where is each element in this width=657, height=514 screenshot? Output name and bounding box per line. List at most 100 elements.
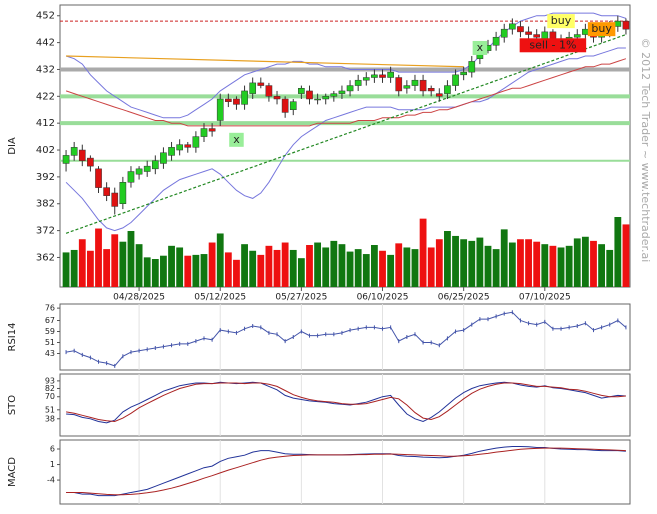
candle-body (192, 136, 200, 148)
candle-body (281, 98, 289, 113)
candle-body (435, 93, 443, 97)
volume-bar (492, 249, 500, 287)
candle-body (419, 79, 427, 92)
candle-body (411, 79, 419, 86)
y-tick-label: 392 (36, 172, 55, 183)
volume-bar (306, 245, 313, 287)
candle-body (249, 82, 257, 94)
y-tick-label: 93 (45, 376, 55, 385)
volume-bar (160, 255, 167, 287)
volume-bar (176, 247, 184, 287)
candle-body (379, 74, 386, 78)
x-tick-label: 06/10/2025 (357, 293, 409, 303)
volume-bar (143, 257, 151, 287)
volume-bar (468, 240, 476, 287)
candle-body (87, 157, 94, 167)
candle-body (184, 144, 192, 148)
annotation-box (229, 132, 244, 147)
line (65, 58, 627, 127)
annotation: x (233, 133, 240, 146)
candle-body (525, 31, 532, 35)
candle-body (468, 61, 476, 73)
y-tick-label: 412 (36, 118, 55, 129)
volume-bar (590, 240, 597, 287)
candle-body (200, 128, 208, 137)
annotation-box (587, 22, 616, 37)
candle-body (509, 23, 516, 30)
y-tick-label: 382 (36, 199, 55, 210)
volume-bar (249, 250, 257, 287)
volume-bar (476, 237, 484, 287)
candle-body (395, 77, 403, 92)
candle-body (622, 20, 630, 30)
volume-bar (379, 250, 386, 287)
line (66, 447, 626, 496)
y-tick-label: 43 (45, 349, 55, 358)
y-axis-label: STO (7, 395, 18, 415)
volume-bar (549, 245, 557, 287)
annotation-box (547, 14, 575, 29)
y-tick-label: 6 (50, 445, 55, 454)
volume-bar (427, 247, 435, 287)
candle-body (306, 90, 313, 100)
candle-body (387, 71, 394, 78)
y-tick-label: 422 (36, 91, 55, 102)
volume-bar (362, 254, 370, 287)
volume-bar (233, 259, 240, 287)
candle-body (614, 20, 622, 27)
line (65, 12, 627, 119)
volume-bar (508, 242, 516, 287)
candle-body (346, 85, 354, 92)
y-axis-label: DIA (7, 137, 18, 155)
candle-body (225, 98, 232, 102)
volume-bar (111, 234, 119, 287)
volume-bar (322, 247, 330, 287)
candle-body (78, 149, 86, 162)
candle-body (111, 192, 119, 207)
volume-bar (208, 242, 216, 287)
candle-body (517, 26, 524, 33)
candle-body (119, 182, 127, 204)
y-tick-label: 76 (45, 304, 55, 313)
volume-bar (614, 217, 622, 287)
macd-panel (59, 439, 631, 505)
volume-bar (216, 233, 224, 287)
volume-bar (95, 228, 102, 287)
y-axis-label: RSI14 (7, 323, 18, 352)
candle-body (273, 96, 281, 100)
volume-bar (86, 250, 94, 287)
candle-body (452, 74, 459, 86)
volume-bar (444, 231, 451, 287)
volume-bar (289, 249, 297, 287)
volume-bar (370, 245, 378, 287)
y-tick-label: 51 (45, 338, 55, 347)
x-tick-label: 06/25/2025 (438, 293, 490, 303)
candle-body (241, 90, 248, 105)
volume-bar (281, 242, 289, 287)
volume-bar (151, 259, 159, 287)
annotation-box (472, 40, 488, 55)
candle-body (500, 28, 508, 38)
volume-bar (338, 244, 346, 287)
volume-bar (224, 252, 232, 287)
volume-bar (525, 239, 532, 287)
trend-line (65, 33, 627, 234)
plot (66, 446, 626, 497)
candle-body (151, 160, 159, 170)
volume-bar (533, 241, 541, 287)
candle-body (322, 96, 330, 100)
volume-bar (273, 249, 281, 287)
line (66, 311, 627, 367)
volume-bar (314, 242, 322, 287)
y-tick-label: 59 (45, 327, 55, 336)
candle-body (354, 79, 362, 86)
candle-body (298, 88, 305, 94)
x-tick-label: 05/12/2025 (194, 293, 246, 303)
volume-bar (127, 231, 135, 287)
annotation: sell - 1% (529, 38, 576, 51)
annotation: buy (591, 22, 612, 35)
volume-bar (395, 243, 403, 287)
y-tick-label: -4 (47, 476, 55, 485)
volume-bar (103, 249, 111, 287)
volume-bar (135, 244, 143, 287)
